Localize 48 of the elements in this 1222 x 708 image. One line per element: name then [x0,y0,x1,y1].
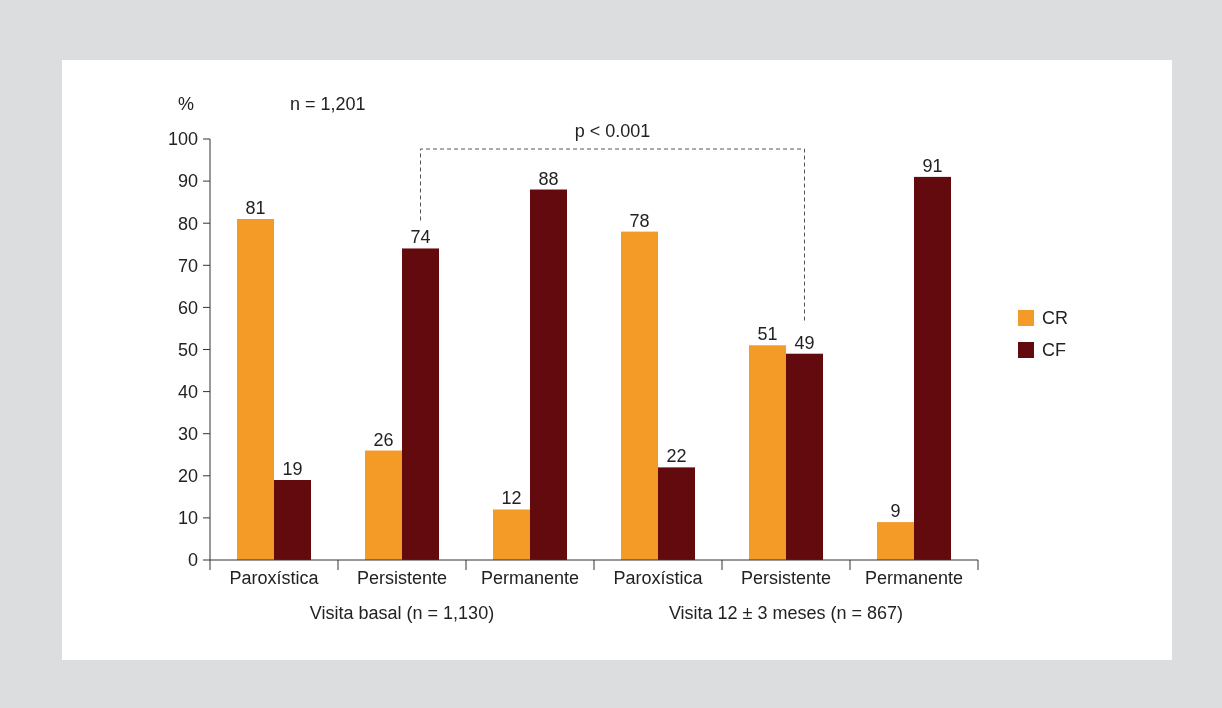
text: n = 1,201 [290,94,366,114]
data-label: 19 [282,459,303,480]
y-tick-label: 0 [187,550,198,571]
data-label: 49 [794,332,815,353]
annotation: p < 0.001 [574,121,651,141]
bar [402,248,439,560]
bar [786,353,823,560]
data-label: 91 [922,155,943,176]
bar [877,522,914,560]
data-label: 78 [629,210,650,231]
bar [530,189,567,560]
x-tick-label: Persistente [740,568,832,588]
bar [914,176,951,560]
data-label: 88 [538,168,559,189]
data-label: 51 [757,324,778,345]
y-tick-label: 80 [177,213,198,234]
text: Visita 12 ± 3 meses (n = 867) [668,603,904,623]
bar [621,231,658,560]
x-tick-label: Permanente [480,568,580,588]
data-label: 22 [666,446,687,467]
bar [493,509,530,560]
x-tick-label: Persistente [356,568,448,588]
y-tick-label: 20 [177,466,198,487]
y-tick-label: 30 [177,424,198,444]
data-label: 9 [890,501,901,522]
data-label: 12 [501,488,522,509]
legend-label: CF [1042,340,1066,361]
y-tick-label: 60 [177,297,198,318]
y-tick-label: 100 [167,129,198,150]
y-tick-label: 40 [177,381,198,402]
legend-label: CR [1042,308,1068,329]
y-tick-label: 50 [177,339,198,360]
data-label: 81 [245,197,266,218]
text: Visita basal (n = 1,130) [309,603,495,623]
bar [237,218,274,560]
x-tick-label: Paroxística [229,568,320,588]
y-axis-title: % [177,94,195,114]
data-label: 26 [373,429,394,450]
y-tick-label: 10 [177,508,198,529]
bar [749,345,786,560]
x-tick-label: Permanente [864,568,964,588]
y-tick-label: 90 [177,171,198,192]
data-label: 74 [410,227,431,248]
y-tick-label: 70 [177,255,198,276]
bar [658,467,695,560]
x-tick-label: Paroxística [613,568,704,588]
bar [365,450,402,560]
bar [274,480,311,560]
